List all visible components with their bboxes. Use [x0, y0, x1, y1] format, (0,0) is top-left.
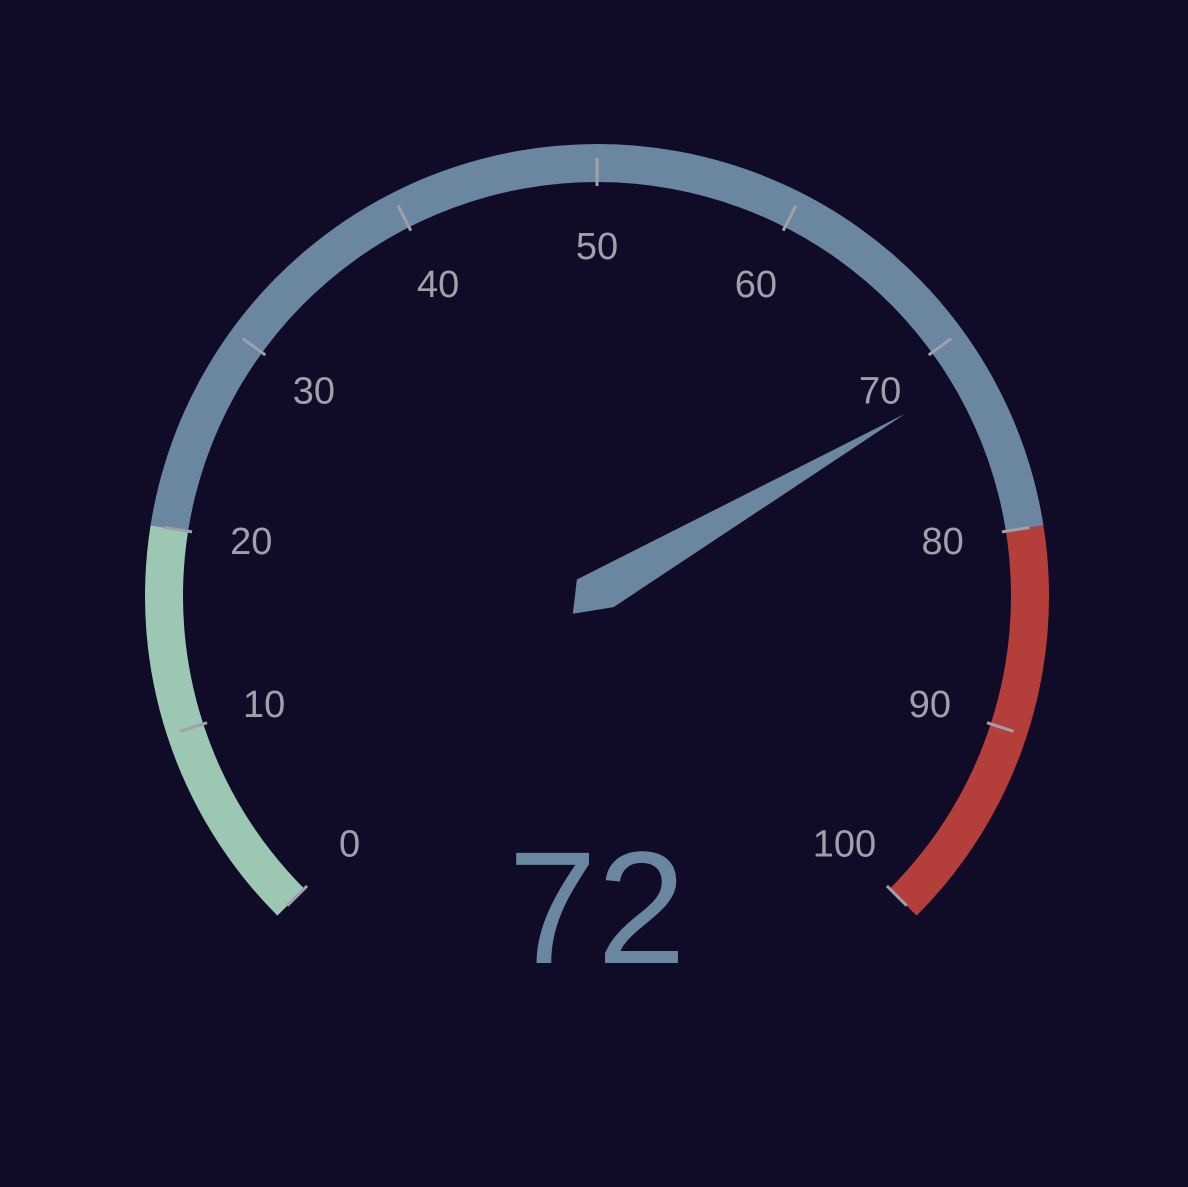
gauge-tick-0 [286, 884, 309, 907]
gauge-tick-label: 0 [339, 823, 360, 865]
gauge-tick-label: 30 [293, 370, 335, 412]
gauge-tick-20 [164, 526, 193, 534]
gauge-band-1 [150, 143, 1044, 532]
gauge-tick-label: 90 [909, 684, 951, 726]
gauge-ticks [164, 158, 1030, 907]
gauge-tick-label: 100 [813, 823, 876, 865]
gauge-needle [572, 413, 906, 614]
gauge-needle-group [572, 413, 906, 614]
gauge-tick-label: 50 [576, 226, 618, 268]
gauge-tick-100 [885, 884, 908, 907]
gauge-tick-60 [781, 205, 798, 232]
gauge-tick-label: 70 [859, 370, 901, 412]
gauge-tick-label: 80 [922, 521, 964, 563]
gauge-tick-70 [927, 337, 953, 357]
gauge-tick-90 [986, 721, 1015, 733]
gauge-tick-40 [396, 205, 413, 232]
gauge-tick-label: 60 [735, 264, 777, 306]
gauge-tick-labels: 0 10 20 30 40 50 60 70 80 90 100 [230, 226, 964, 865]
gauge-band-0 [145, 525, 305, 916]
gauge-tick-label: 10 [243, 684, 285, 726]
gauge-tick-10 [179, 721, 208, 733]
gauge-tick-label: 40 [417, 264, 459, 306]
gauge-tick-label: 20 [230, 521, 272, 563]
gauge-band-2 [889, 525, 1049, 916]
gauge-tick-80 [1001, 526, 1030, 534]
gauge-bands [145, 143, 1049, 916]
gauge-tick-30 [241, 337, 267, 357]
gauge-value-label: 72 [508, 818, 686, 997]
